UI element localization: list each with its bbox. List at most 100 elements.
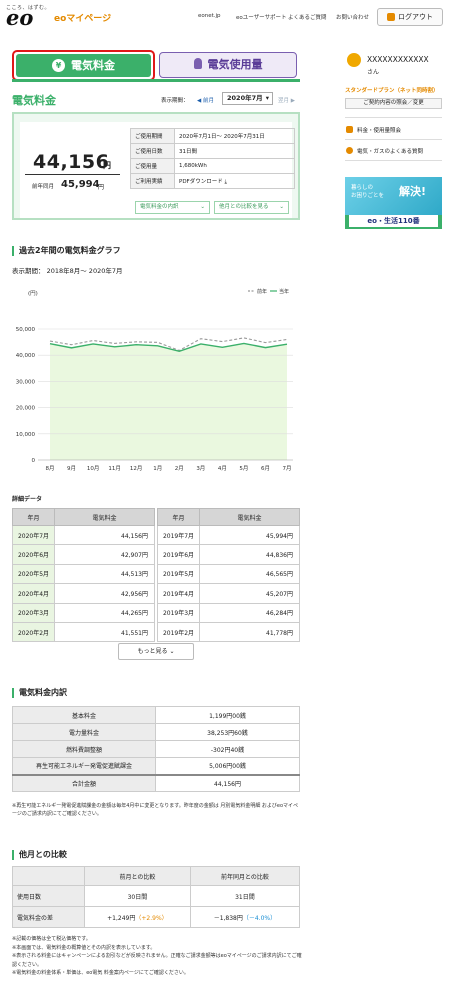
series-line [49,342,288,352]
cell-fee: 44,836円 [199,544,300,565]
table-row: 2020年3月 44,265円 [12,602,155,623]
period-label: 表示期間： [161,98,189,104]
tab-electricity-fee[interactable]: ¥ 電気料金 [12,50,155,81]
info-key: ご使用量 [130,158,175,174]
page-title: 電気料金 [12,94,56,107]
cell-fee: 46,565円 [199,563,300,585]
pdf-download-link[interactable]: PDFダウンロード ⤓ [174,173,295,189]
table-row-total: 合計金額 44,156円 [12,773,300,792]
breakdown-value: 1,199円00銭 [155,706,300,724]
cell-month: 2020年7月 [12,524,55,546]
info-value: 1,680kWh [174,158,295,174]
breakdown-item: 再生可能エネルギー発電促進賦課金 [12,757,156,775]
cell-fee: 45,207円 [199,583,300,604]
link-eonet[interactable]: eonet.jp [198,13,221,19]
pdf-download-label: PDFダウンロード [179,178,223,185]
breakdown-table: 基本料金 1,199円00銭 電力量料金 38,253円60銭 燃料費調整額 -302… [12,706,300,792]
banner-headline: 解決! [399,185,427,198]
eo-life-110-banner[interactable]: 暮らしの お困りごとを 解決! eo・生活110番 [345,177,442,229]
banner-line1: 暮らしの [351,185,374,191]
cell-value: 31日間 [189,885,301,907]
breakdown-dropdown[interactable]: 電気料金の内訳 ⌄ [135,201,210,214]
table-row: 燃料費調整額 -302円40銭 [12,740,300,758]
yen-icon [346,126,353,133]
tagline: こころ、はずむ。 [6,5,51,11]
legend-label: 当年 [279,288,289,295]
breakdown-total-value: 44,156円 [155,773,300,792]
breakdown-dropdown-label: 電気料金の内訳 [140,204,179,210]
graph-section-title: 過去2年間の電気料金グラフ [12,246,121,256]
breakdown-value: -302円40銭 [155,740,300,758]
avatar [347,53,361,67]
table-row: 2019年2月 41,778円 [157,621,300,643]
note-line: ※電気料金の料金体系・単価は、eo電気 料金案内ページにてご確認ください。 [12,970,189,977]
table-row: 電力量料金 38,253円60銭 [12,723,300,741]
divider [345,160,442,161]
link-faq[interactable]: よくあるご質問 [288,15,327,21]
yen-icon: ¥ [52,59,65,72]
breakdown-total-label: 合計金額 [12,773,156,792]
plan-name: スタンダードプラン（ネット同時割） [345,88,439,94]
show-more-label: もっと見る [137,648,168,655]
banner-footer: eo・生活110番 [349,215,438,227]
table-row: 2019年4月 45,207円 [157,583,300,604]
series-line [49,337,288,352]
current-amount-unit: 円 [103,161,111,170]
x-tick-label: 9月 [67,465,76,472]
col-month: 年月 [12,508,55,526]
row-label: 使用日数 [12,885,85,907]
table-row: 基本料金 1,199円00銭 [12,706,300,724]
x-tick-label: 5月 [239,465,248,472]
logout-button[interactable]: ログアウト [377,8,443,26]
chevron-down-icon: ▾ [265,94,269,102]
x-tick-label: 8月 [46,465,55,472]
eo-logo[interactable]: eo [6,5,34,30]
info-key: ご利用実績 [130,173,175,189]
prev-month-link[interactable]: ◀ 前月 [197,98,214,104]
prev-year-unit: 円 [98,184,105,191]
graph-period: 表示期間： 2018年8月～ 2020年7月 [12,267,123,275]
breakdown-value: 38,253円60銭 [155,723,300,741]
cell-fee: 46,284円 [199,602,300,623]
table-row: 2019年6月 44,836円 [157,544,300,565]
link-contact[interactable]: お問い合わせ [336,15,370,21]
divider [345,139,442,140]
cell-fee: 45,994円 [199,524,300,546]
tab-electricity-usage-label: 電気使用量 [207,58,263,71]
next-month-link[interactable]: 翌月 ▶ [278,98,295,104]
cell-month: 2020年5月 [12,563,55,585]
cell-month: 2019年7月 [157,524,200,546]
cell-fee: 42,907円 [54,544,155,565]
user-name: XXXXXXXXXXXX [367,55,429,64]
sidebar-link-faq[interactable]: 電気・ガスのよくある質問 [357,149,424,155]
prev-year-label: 前年同月 [32,184,55,190]
cell-value: －1,838円（－4.0%） [189,906,301,928]
link-support[interactable]: eoユーザーサポート [236,15,287,21]
x-tick-label: 10月 [87,465,100,472]
change-plan-button[interactable]: ご契約内容の照会／変更 [345,98,442,109]
tab-electricity-usage[interactable]: 電気使用量 [159,52,297,78]
cell-fee: 41,551円 [54,621,155,643]
area-fill [50,343,287,460]
lightbulb-icon [193,58,202,69]
footer-notes: ※記載の価格は全て税込価格です。 ※本画面では、電気料金の概算値とその内訳を表示… [12,935,302,978]
cell-value: 30日間 [84,885,191,907]
y-tick-label: 30,000 [16,379,36,385]
diff-percent: （+2.9%） [135,914,168,922]
cell-month: 2019年6月 [157,544,200,565]
table-row: 使用日数 30日間 31日間 [12,885,301,907]
col-prev-month: 前月との比較 [84,866,191,886]
cell-month: 2020年6月 [12,544,55,565]
compare-dropdown[interactable]: 他月との比較を見る ⌄ [214,201,289,214]
legend-label: 前年 [257,288,267,295]
show-more-button[interactable]: もっと見る ⌄ [118,643,194,660]
table-row: 2019年3月 46,284円 [157,602,300,623]
x-tick-label: 2月 [175,465,184,472]
mypage-title[interactable]: eoマイページ [54,14,112,24]
cell-month: 2019年3月 [157,602,200,623]
sidebar-link-fee-usage[interactable]: 料金・使用量照会 [357,128,402,134]
info-key: ご使用期間 [130,128,175,144]
x-tick-label: 11月 [108,465,121,472]
period-select[interactable]: 2020年7月 ▾ [222,92,273,105]
cell-month: 2019年2月 [157,621,200,643]
